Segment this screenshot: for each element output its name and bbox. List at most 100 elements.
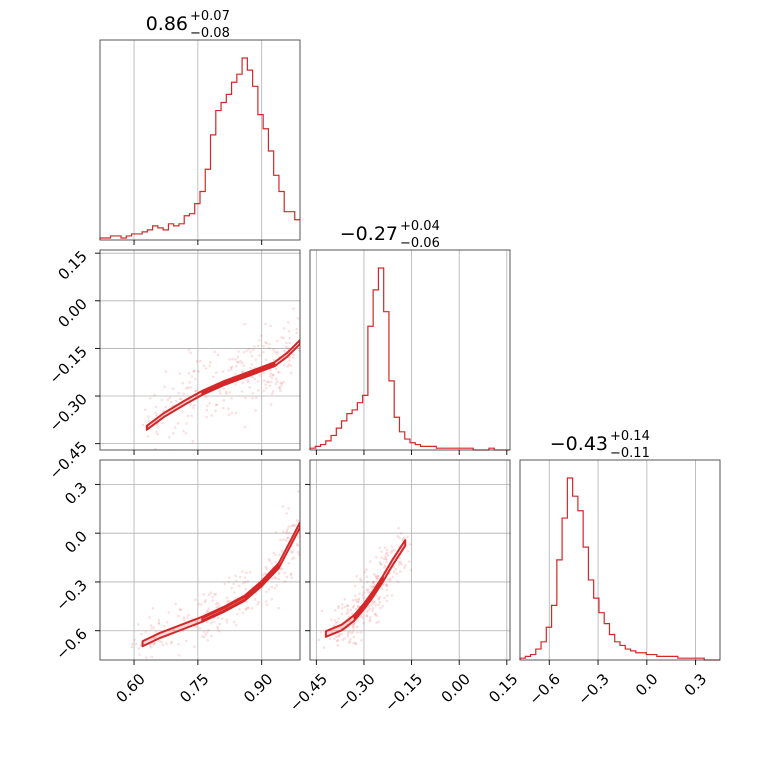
sample-point <box>225 618 229 622</box>
sample-point <box>268 559 271 563</box>
sample-point <box>386 578 390 582</box>
sample-point <box>322 646 326 649</box>
sample-point <box>296 550 300 554</box>
sample-point <box>154 405 158 409</box>
sample-point <box>390 545 394 548</box>
sample-point <box>300 559 303 562</box>
sample-point <box>205 620 209 624</box>
sample-point <box>278 553 281 557</box>
y-tick-label: 0.3 <box>61 478 91 508</box>
sample-point <box>347 615 350 618</box>
sample-point <box>244 576 247 579</box>
sample-point <box>144 630 148 633</box>
sample-point <box>385 583 388 586</box>
sample-point <box>353 621 357 625</box>
sample-point <box>349 637 352 641</box>
sample-point <box>232 620 236 624</box>
title-upper-error: +0.04 <box>400 219 440 234</box>
sample-point <box>251 348 255 352</box>
sample-point <box>286 365 289 368</box>
sample-point <box>155 413 158 417</box>
y-tick-label: −0.15 <box>46 343 91 388</box>
sample-point <box>242 364 246 367</box>
sample-point <box>137 647 141 650</box>
sample-point <box>214 403 218 407</box>
sample-point <box>203 600 207 604</box>
sample-point <box>291 356 295 359</box>
sample-point <box>290 572 293 575</box>
sample-point <box>335 639 339 642</box>
sample-point <box>369 615 372 619</box>
sample-point <box>205 408 209 412</box>
sample-point <box>359 614 363 618</box>
contour-inner <box>201 562 280 622</box>
sample-point <box>244 607 248 610</box>
sample-point <box>401 537 405 540</box>
x-tick-label: −0.6 <box>526 670 564 708</box>
sample-point <box>143 408 147 411</box>
sample-point <box>271 577 275 580</box>
sample-point <box>276 350 279 354</box>
sample-point <box>147 419 150 422</box>
sample-point <box>285 531 288 535</box>
sample-point <box>229 366 233 370</box>
sample-point <box>210 634 213 638</box>
sample-point <box>254 358 258 362</box>
sample-point <box>255 592 258 595</box>
y-tick-label: 0.15 <box>54 247 90 283</box>
sample-point <box>177 614 180 618</box>
sample-point <box>340 632 344 636</box>
sample-point <box>187 372 191 375</box>
sample-point <box>224 390 228 394</box>
sample-point <box>348 640 352 643</box>
sample-point <box>372 600 375 603</box>
sample-point <box>249 350 252 354</box>
sample-point <box>170 640 173 644</box>
sample-point <box>228 576 231 580</box>
sample-point <box>277 606 280 610</box>
sample-point <box>296 542 299 546</box>
grid-lines <box>100 250 300 450</box>
sample-point <box>234 383 237 386</box>
sample-point <box>243 580 247 584</box>
sample-point <box>205 631 209 634</box>
sample-point <box>193 389 197 393</box>
density-panel <box>309 459 511 661</box>
y-tick-label: −0.6 <box>52 625 90 663</box>
sample-point <box>286 536 290 540</box>
sample-point <box>275 339 279 343</box>
sample-point <box>195 625 198 628</box>
sample-point <box>278 571 281 574</box>
sample-point <box>306 523 309 526</box>
sample-point <box>343 597 347 601</box>
sample-point <box>186 386 190 389</box>
sample-point <box>192 369 196 373</box>
sample-point <box>225 596 229 600</box>
x-tick-label: 0.15 <box>485 670 521 706</box>
sample-point <box>237 584 241 588</box>
sample-point <box>130 645 134 649</box>
sample-point <box>291 524 295 527</box>
sample-point <box>186 414 190 418</box>
sample-point <box>392 570 396 573</box>
sample-point <box>213 593 216 596</box>
sample-point <box>272 348 275 351</box>
sample-point <box>377 597 381 600</box>
sample-point <box>305 318 308 321</box>
sample-point <box>352 641 356 645</box>
sample-point <box>270 585 274 589</box>
y-tick-label: −0.30 <box>46 390 91 435</box>
sample-point <box>269 380 273 384</box>
contour-outer <box>324 539 407 638</box>
sample-point <box>380 550 383 553</box>
sample-point <box>279 381 283 385</box>
sample-point <box>269 324 272 328</box>
sample-point <box>204 633 208 636</box>
sample-point <box>147 415 150 418</box>
sample-point <box>234 574 237 578</box>
sample-point <box>337 606 340 610</box>
sample-point <box>155 430 158 434</box>
sample-point <box>383 566 386 569</box>
sample-point <box>366 580 370 584</box>
title-median: −0.43 <box>550 433 608 455</box>
